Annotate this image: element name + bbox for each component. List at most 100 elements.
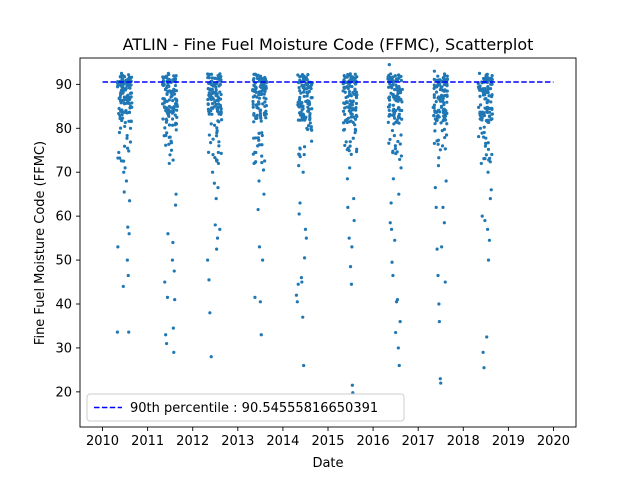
data-point: [215, 247, 219, 251]
data-point: [354, 101, 358, 106]
data-point: [435, 85, 439, 89]
data-point: [119, 74, 123, 78]
chart-title: ATLIN - Fine Fuel Moisture Code (FFMC), …: [123, 35, 534, 54]
data-point: [259, 116, 263, 120]
data-point: [167, 161, 171, 166]
data-point: [298, 95, 302, 100]
data-point: [395, 118, 399, 122]
data-point: [480, 118, 484, 122]
data-point: [443, 74, 447, 78]
data-point: [387, 62, 391, 67]
data-point: [487, 94, 491, 98]
data-point: [302, 153, 306, 157]
data-point: [351, 100, 355, 104]
data-point: [310, 139, 314, 143]
data-point: [306, 124, 311, 128]
data-point: [263, 100, 267, 104]
data-point: [165, 111, 170, 115]
data-point: [480, 131, 484, 135]
data-point: [490, 152, 494, 157]
data-point: [215, 92, 219, 96]
x-tick-label: 2014: [266, 434, 299, 449]
data-point: [355, 75, 359, 79]
data-point: [476, 85, 481, 89]
data-point: [123, 98, 127, 102]
data-point: [438, 110, 442, 114]
data-point: [386, 120, 390, 125]
y-tick-label: 60: [55, 210, 72, 225]
data-point: [126, 77, 130, 81]
data-point: [345, 75, 349, 79]
data-point: [171, 326, 175, 330]
data-point: [434, 205, 438, 209]
legend: 90th percentile : 90.54555816650391: [86, 393, 405, 422]
data-point: [298, 201, 302, 205]
y-tick-label: 50: [55, 254, 72, 269]
data-point: [348, 99, 352, 103]
data-point: [343, 112, 347, 116]
data-point: [173, 97, 177, 101]
data-point: [167, 84, 171, 89]
data-point: [393, 238, 397, 242]
y-axis-label: Fine Fuel Moisture Code (FFMC): [33, 141, 48, 345]
data-point: [438, 88, 442, 92]
data-point: [481, 135, 486, 139]
data-point: [486, 227, 490, 231]
data-point: [344, 95, 348, 100]
data-point: [393, 147, 398, 151]
data-point: [257, 138, 261, 142]
data-point: [478, 94, 482, 98]
data-point: [212, 91, 216, 95]
data-point: [165, 295, 170, 300]
data-point: [387, 98, 392, 102]
data-point: [254, 90, 258, 94]
data-point: [127, 330, 131, 334]
data-point: [354, 113, 358, 117]
data-point: [445, 74, 449, 78]
data-point: [432, 114, 436, 118]
data-point: [125, 146, 130, 150]
data-point: [307, 85, 311, 90]
data-point: [170, 106, 174, 110]
data-point: [306, 91, 310, 95]
data-point: [302, 363, 306, 368]
data-point: [217, 84, 221, 88]
data-point: [490, 112, 495, 116]
data-point: [438, 99, 442, 103]
data-point: [354, 95, 359, 99]
data-point: [259, 333, 263, 337]
data-point: [255, 106, 259, 110]
x-tick-label: 2013: [221, 434, 254, 449]
data-point: [307, 109, 311, 113]
data-point: [435, 118, 439, 122]
data-point: [307, 102, 312, 107]
data-point: [262, 92, 266, 96]
data-point: [257, 102, 261, 106]
data-point: [347, 236, 351, 240]
data-point: [400, 108, 404, 113]
data-point: [349, 119, 353, 123]
data-point: [215, 129, 219, 133]
data-point: [348, 105, 352, 109]
data-point: [262, 192, 266, 196]
data-point: [442, 101, 446, 105]
data-point: [480, 110, 484, 114]
data-point: [393, 144, 397, 148]
data-point: [298, 155, 302, 159]
data-point: [165, 92, 169, 97]
data-point: [118, 126, 123, 130]
data-point: [299, 91, 303, 95]
data-point: [261, 168, 266, 172]
data-point: [219, 105, 223, 110]
data-point: [386, 75, 390, 79]
data-point: [165, 131, 169, 135]
data-point: [164, 133, 168, 138]
data-point: [257, 79, 261, 83]
legend-label: 90th percentile : 90.54555816650391: [130, 401, 378, 416]
x-tick-label: 2020: [537, 434, 570, 449]
data-point: [396, 139, 400, 144]
data-point: [170, 123, 175, 127]
data-point: [433, 110, 437, 114]
data-point: [263, 88, 267, 92]
data-point: [347, 89, 352, 94]
